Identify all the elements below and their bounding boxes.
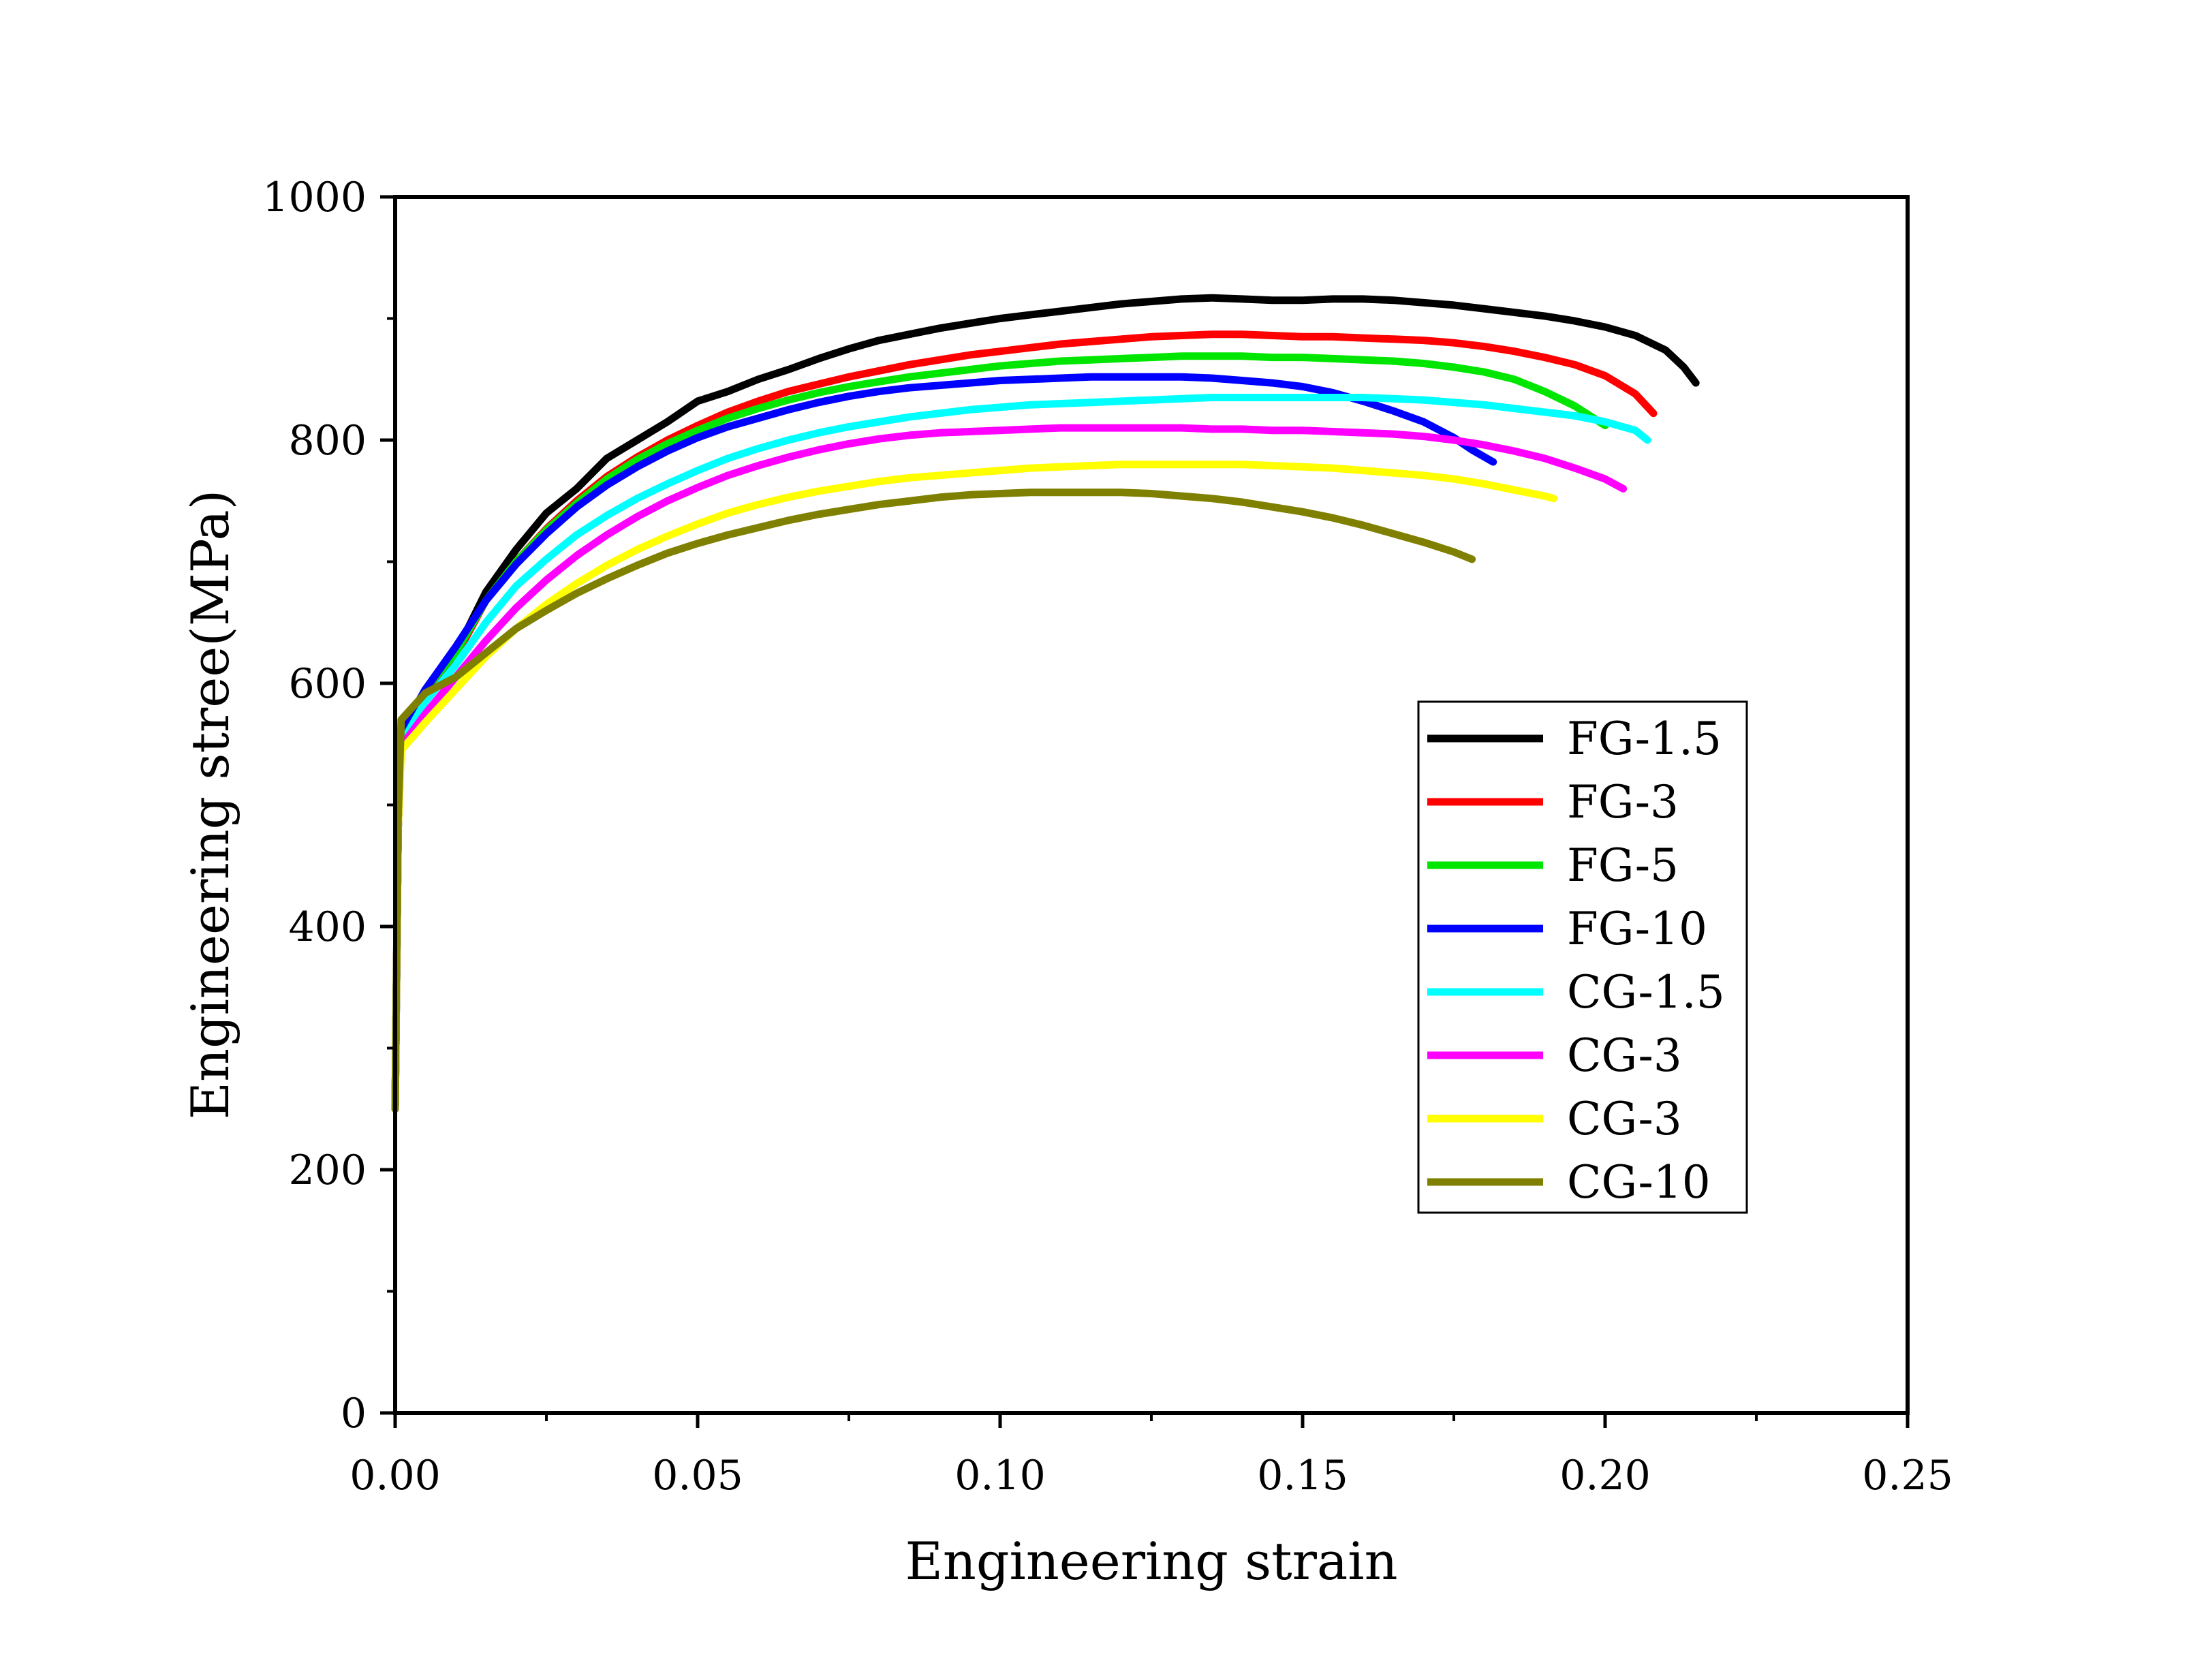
x-axis-title: Engineering strain	[905, 1531, 1397, 1591]
legend-label-8: CG-10	[1567, 1156, 1711, 1209]
y-tick-label: 0	[341, 1390, 367, 1437]
x-tick-label: 0.05	[652, 1452, 743, 1499]
y-tick-label: 800	[288, 417, 367, 465]
x-tick-label: 0.15	[1257, 1452, 1348, 1499]
y-tick-label: 400	[288, 903, 367, 951]
y-tick-label: 1000	[262, 174, 367, 221]
series-line-4	[391, 373, 1497, 1113]
y-tick-label: 600	[288, 660, 367, 708]
series-layer	[391, 294, 1700, 1113]
x-tick-label: 0.20	[1559, 1452, 1651, 1499]
x-tick-label: 0.00	[349, 1452, 441, 1499]
x-tick-label: 0.25	[1862, 1452, 1953, 1499]
x-tick-label: 0.10	[954, 1452, 1046, 1499]
axis-layer: 0.00 0.05 0.10 0.15 0.20 0.25 0 200 400 600 800 100…	[262, 174, 1953, 1499]
y-tick-label: 200	[288, 1147, 367, 1194]
legend-label-3: FG-5	[1567, 839, 1679, 892]
series-line-5	[391, 394, 1651, 1113]
legend-label-6: CG-3	[1567, 1029, 1682, 1082]
legend-label-2: FG-3	[1567, 776, 1679, 828]
series-line-8	[391, 488, 1476, 1113]
legend-label-4: FG-10	[1567, 903, 1707, 955]
series-line-7	[391, 461, 1557, 1113]
legend-label-5: CG-1.5	[1567, 966, 1725, 1018]
legend-label-1: FG-1.5	[1567, 713, 1722, 765]
series-line-1	[391, 294, 1700, 1113]
y-axis-title: Engineering stree(MPa)	[180, 490, 240, 1120]
legend: FG-1.5 FG-3 FG-5 FG-10 CG-1.5 CG-3 CG-3 CG-10	[1417, 700, 1748, 1214]
legend-box	[1417, 700, 1748, 1214]
series-line-6	[391, 424, 1628, 1113]
legend-label-7: CG-3	[1567, 1093, 1682, 1145]
